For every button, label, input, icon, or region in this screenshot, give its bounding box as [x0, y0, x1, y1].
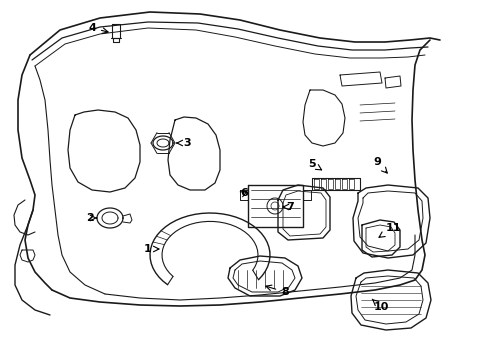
Text: 11: 11 [378, 223, 400, 237]
Text: 2: 2 [86, 213, 97, 223]
Text: 1: 1 [144, 244, 159, 254]
Text: 3: 3 [177, 138, 190, 148]
Text: 6: 6 [240, 188, 247, 198]
Text: 10: 10 [371, 299, 388, 312]
Text: 8: 8 [265, 285, 288, 297]
Text: 5: 5 [307, 159, 321, 170]
Text: 9: 9 [372, 157, 386, 173]
Text: 7: 7 [283, 202, 293, 212]
Text: 4: 4 [88, 23, 108, 33]
